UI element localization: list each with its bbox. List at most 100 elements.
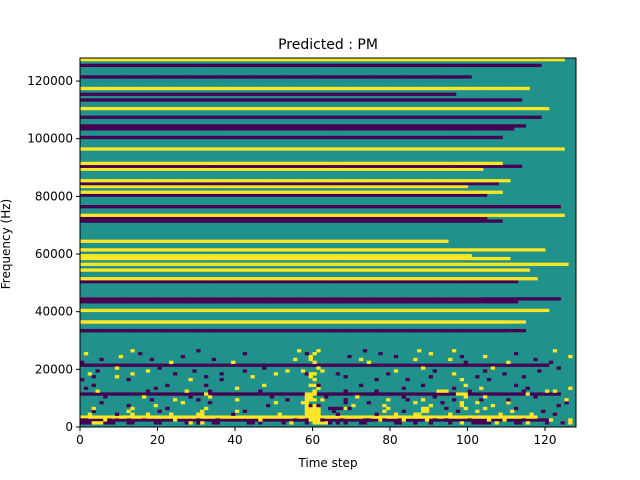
heatmap-cell-low [343,279,348,284]
heatmap-cell-low [316,193,321,197]
heatmap-cell-high [312,254,317,258]
heatmap-cell-low [231,115,236,119]
heatmap-cell-low [215,63,220,68]
heatmap-cell-high [180,262,186,266]
heatmap-cell-low [328,115,333,119]
heatmap-cell-low [169,92,174,96]
heatmap-cell-low [184,363,189,367]
heatmap-cell-high [87,161,93,166]
heatmap-cell-high [258,239,263,243]
heatmap-cell-low [91,363,96,367]
heatmap-cell-low [223,193,228,197]
heatmap-cell-high [374,190,379,194]
heatmap-cell-high [254,179,259,183]
heatmap-cell-low [405,124,410,128]
heatmap-cell-high [444,277,449,281]
heatmap-cell-low [297,92,302,96]
heatmap-cell-high [510,107,515,111]
heatmap-cell-low [184,392,189,396]
heatmap-cell-low [452,164,457,168]
heatmap-cell-high [486,320,492,324]
heatmap-cell-high [498,213,503,217]
heatmap-cell-high [180,167,186,171]
heatmap-cell-low [258,92,263,96]
heatmap-cell-low [300,135,306,140]
heatmap-cell-low [452,216,457,220]
heatmap-cell-high [219,86,224,91]
heatmap-cell-low [405,300,410,304]
heatmap-cell-high [107,86,112,91]
heatmap-cell-high [153,248,158,252]
heatmap-cell-high [238,320,244,324]
heatmap-cell-high [235,254,240,258]
heatmap-cell-low [316,98,321,102]
heatmap-cell-low [347,164,352,168]
heatmap-cell-low [378,124,383,128]
heatmap-cell-low [235,363,240,367]
heatmap-cell-low [541,392,546,396]
heatmap-cell-low [421,418,426,422]
heatmap-cell-low [300,92,306,96]
heatmap-cell-low [471,300,476,304]
heatmap-cell-low [192,135,197,140]
heatmap-cell-low [235,115,240,119]
heatmap-cell-low [490,392,496,396]
heatmap-cell-high [366,213,372,217]
heatmap-cell-low [378,300,383,304]
heatmap-cell-high [448,213,453,217]
heatmap-cell-high [95,190,100,194]
heatmap-cell-high [91,277,96,281]
heatmap-cell-high [80,107,85,111]
heatmap-cell-low [242,92,248,96]
heatmap-cell-high [351,184,356,189]
heatmap-cell-high [95,107,100,111]
heatmap-cell-high [390,167,395,171]
heatmap-cell-low [165,63,170,68]
heatmap-cell-high [80,268,85,272]
heatmap-cell-high [122,58,127,62]
heatmap-cell-high [277,248,282,252]
heatmap-cell-low [204,219,209,223]
heatmap-cell-low [393,363,399,367]
heatmap-cell-low [173,164,178,168]
heatmap-cell-low [467,164,472,168]
heatmap-cell-high [269,190,275,194]
heatmap-cell-low [475,181,480,186]
heatmap-cell-low [103,193,108,197]
heatmap-cell-high [176,256,182,261]
heatmap-cell-low [401,300,406,304]
heatmap-cell-low [130,92,135,96]
heatmap-cell-low [176,219,182,223]
heatmap-cell-high [242,268,248,272]
heatmap-cell-high [130,254,135,258]
heatmap-cell-low [421,98,426,102]
heatmap-cell-high [204,161,209,166]
heatmap-cell-high [537,262,542,266]
heatmap-cell-high [362,308,368,313]
heatmap-cell-low [467,115,472,119]
heatmap-cell-low [401,193,406,197]
heatmap-cell-high [149,268,155,272]
heatmap-cell-high [258,262,263,266]
heatmap-cell-high [130,239,135,243]
heatmap-cell-low [494,205,499,209]
heatmap-cell-low [436,205,441,209]
heatmap-cell-high [471,415,476,419]
heatmap-cell-low [413,115,418,119]
heatmap-cell-low [374,300,379,304]
heatmap-cell-high [103,308,108,313]
heatmap-cell-low [308,135,313,140]
heatmap-cell-high [114,58,120,62]
heatmap-cell-high [138,107,143,111]
heatmap-cell-high [343,161,348,166]
heatmap-cell-low [80,181,85,186]
heatmap-cell-low [475,363,480,367]
heatmap-cell-high [161,254,166,258]
heatmap-cell-low [238,115,244,119]
heatmap-cell-high [312,248,317,252]
heatmap-cell-low [471,297,476,301]
heatmap-cell-low [343,181,348,186]
heatmap-cell-high [432,308,437,313]
heatmap-cell-low [87,300,93,304]
heatmap-cell-high [362,107,368,111]
